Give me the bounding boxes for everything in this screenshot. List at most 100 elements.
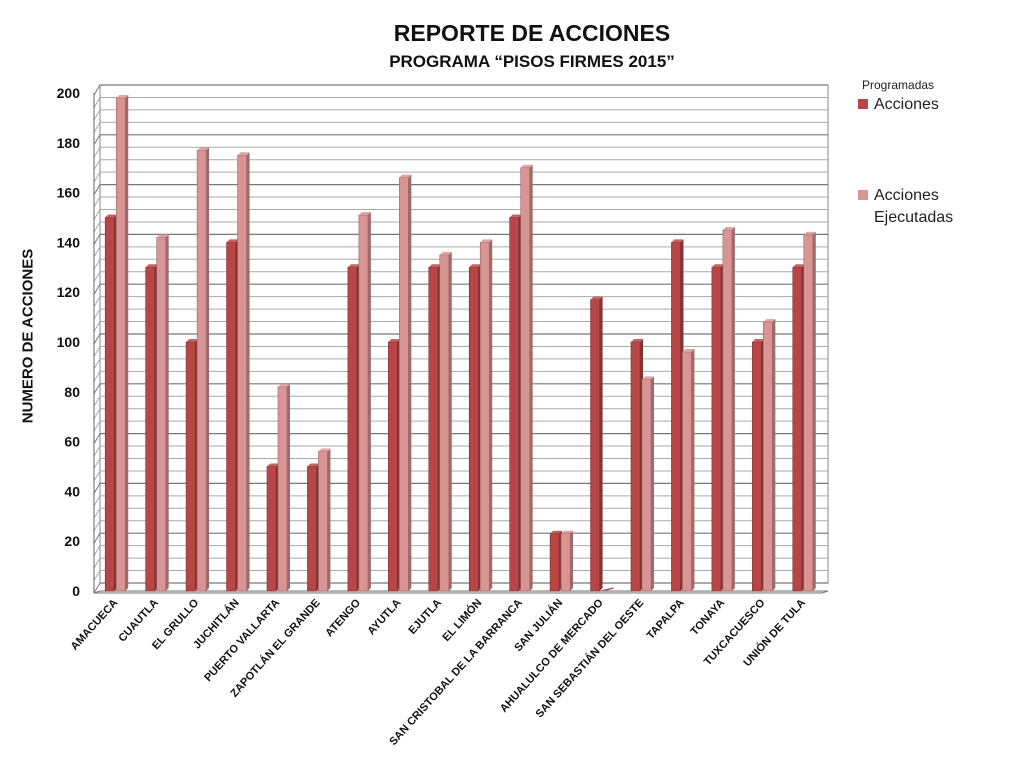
bar-acciones-ejecutadas xyxy=(520,167,530,592)
bar-acciones xyxy=(711,266,722,592)
y-tick-label: 160 xyxy=(57,185,81,201)
bar-acciones-ejecutadas xyxy=(358,214,369,592)
gridline-side xyxy=(93,371,101,382)
legend-item-acciones: Acciones xyxy=(858,94,984,116)
bar-side xyxy=(206,147,210,591)
y-tick-labels: 0 20 40 60 80 100 120 140 160 180 200 xyxy=(57,85,81,599)
gridline-side xyxy=(93,146,101,158)
bar-acciones xyxy=(266,466,277,592)
bar-top xyxy=(399,174,412,178)
gridline-side xyxy=(93,346,101,357)
bar-top xyxy=(307,463,320,467)
bar-side xyxy=(812,231,816,591)
gridline-side xyxy=(93,321,101,332)
chart-title: REPORTE DE ACCIONES xyxy=(393,20,671,46)
bar-side xyxy=(529,164,533,591)
bar-acciones xyxy=(185,341,196,592)
y-tick-label: 60 xyxy=(64,434,80,450)
bar-side xyxy=(731,226,735,591)
gridline-side xyxy=(93,122,101,133)
bar-side xyxy=(327,448,331,591)
gridline-side xyxy=(93,557,101,569)
gridline-side xyxy=(93,408,101,419)
bar-acciones xyxy=(468,266,479,592)
bar-zero xyxy=(601,587,614,592)
legend-swatch-acciones-ejecutadas xyxy=(858,190,868,200)
bar-top xyxy=(278,383,290,387)
bar-top xyxy=(237,152,250,156)
bar-acciones-ejecutadas xyxy=(641,379,652,592)
y-tick-label: 40 xyxy=(64,483,80,499)
bar-top xyxy=(156,234,169,238)
x-tick-label: ATENGO xyxy=(323,597,363,640)
bar-top xyxy=(226,239,239,243)
bar-acciones-ejecutadas xyxy=(156,237,166,592)
bar-top xyxy=(561,530,574,534)
bar-acciones xyxy=(104,217,115,592)
gridline-side xyxy=(93,308,101,320)
bar-top xyxy=(722,226,735,230)
chart-subtitle: PROGRAMA “PISOS FIRMES 2015” xyxy=(389,52,675,71)
x-tick-label: TONAYA xyxy=(689,597,728,638)
bar-acciones-ejecutadas xyxy=(196,149,207,592)
x-tick-label: TAPALPA xyxy=(645,597,687,642)
bar-side xyxy=(489,239,493,591)
bars-layer xyxy=(104,94,816,592)
bar-acciones-ejecutadas xyxy=(722,229,733,592)
bar-acciones xyxy=(549,533,560,592)
bar-acciones xyxy=(671,242,681,592)
bar-top xyxy=(671,239,684,243)
legend-label-acciones-ejecutadas: Acciones Ejecutadas xyxy=(874,187,954,226)
gridline-side xyxy=(93,582,101,594)
bar-side xyxy=(570,530,574,591)
bar-top xyxy=(439,251,452,255)
bar-top xyxy=(469,264,482,268)
bar-top xyxy=(480,239,493,243)
y-tick-label: 0 xyxy=(72,583,80,599)
x-tick-label: AYUTLA xyxy=(365,597,403,637)
gridline-side xyxy=(93,134,101,146)
bar-acciones xyxy=(792,266,803,592)
bar-top xyxy=(590,296,603,300)
x-tick-label: EL LIMÓN xyxy=(440,596,485,644)
gridline-side xyxy=(93,420,101,432)
bar-top xyxy=(631,339,643,342)
bar-acciones-ejecutadas xyxy=(318,451,328,592)
bar-acciones-ejecutadas xyxy=(439,254,450,592)
bar-top xyxy=(318,448,331,452)
bar-top xyxy=(347,264,360,268)
bar-acciones-ejecutadas xyxy=(237,154,247,592)
gridline-side xyxy=(93,395,101,407)
gridline-side xyxy=(93,271,101,283)
bar-top xyxy=(752,339,765,342)
gridline-side xyxy=(93,445,101,457)
bar-side xyxy=(448,251,452,591)
bar-acciones xyxy=(145,266,155,592)
bar-top xyxy=(792,264,805,268)
plot-floor xyxy=(93,590,829,594)
bar-top xyxy=(186,339,199,342)
y-tick-label: 100 xyxy=(57,334,81,350)
gridline-side xyxy=(93,171,101,183)
bar-top xyxy=(388,339,401,342)
y-tick-label: 20 xyxy=(64,533,80,549)
gridline-side xyxy=(93,570,101,581)
gridline-side xyxy=(93,184,101,195)
gridline-side xyxy=(93,84,101,96)
bar-acciones-ejecutadas xyxy=(277,386,288,592)
bar-side xyxy=(772,319,776,591)
bar-acciones-ejecutadas xyxy=(479,242,490,592)
bar-top xyxy=(116,94,129,98)
bar-acciones xyxy=(226,242,236,592)
y-tick-label: 80 xyxy=(64,384,80,400)
bar-top xyxy=(197,147,210,151)
legend-swatch-acciones xyxy=(858,99,868,109)
bar-acciones xyxy=(590,299,600,592)
gridline-side xyxy=(93,221,101,233)
gridline-side xyxy=(93,246,101,258)
x-tick-label: PUERTO VALLARTA xyxy=(202,597,282,684)
y-tick-label: 180 xyxy=(57,135,81,151)
bar-top xyxy=(763,319,776,323)
bar-top xyxy=(145,264,158,268)
bar-acciones xyxy=(752,341,762,592)
